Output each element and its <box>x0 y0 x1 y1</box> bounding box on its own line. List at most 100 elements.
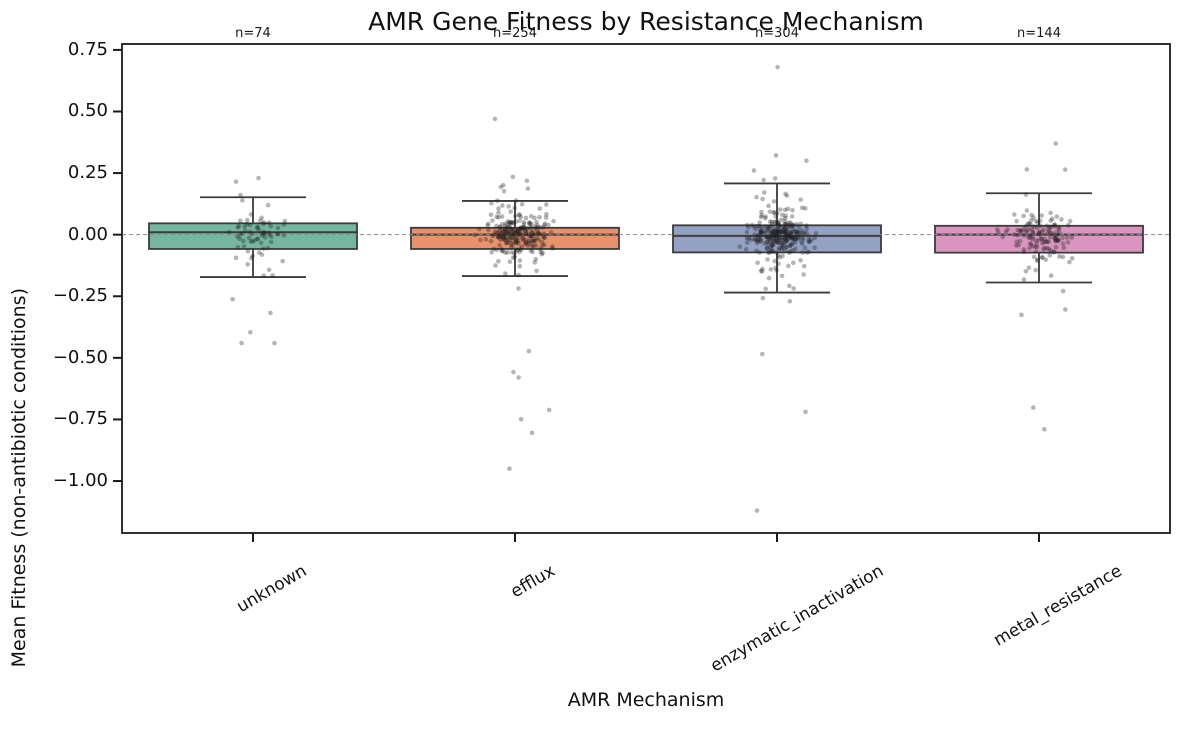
scatter-point <box>247 222 253 228</box>
scatter-point <box>783 230 788 235</box>
scatter-point <box>1046 239 1051 245</box>
scatter-point <box>1039 213 1044 218</box>
scatter-point <box>754 223 759 229</box>
scatter-point <box>1042 426 1047 432</box>
scatter-point <box>1048 210 1053 216</box>
scatter-point <box>755 260 760 266</box>
scatter-point <box>757 250 762 255</box>
scatter-point <box>506 221 512 227</box>
scatter-point <box>523 230 529 236</box>
scatter-point <box>800 250 806 255</box>
scatter-point <box>510 174 516 180</box>
scatter-point <box>496 234 501 239</box>
scatter-point <box>758 229 764 235</box>
scatter-point <box>1023 228 1029 233</box>
scatter-point <box>268 310 273 316</box>
y-tick-label: −0.25 <box>52 285 108 307</box>
scatter-point <box>783 239 789 244</box>
scatter-point <box>1028 221 1033 227</box>
scatter-point <box>766 239 771 245</box>
scatter-point <box>782 240 788 246</box>
scatter-point <box>761 177 766 183</box>
scatter-point <box>793 236 798 242</box>
scatter-point <box>521 226 526 231</box>
scatter-point <box>749 222 755 228</box>
scatter-point <box>768 233 774 238</box>
scatter-point <box>779 230 784 235</box>
scatter-point <box>241 238 246 244</box>
scatter-point <box>804 223 809 228</box>
scatter-point <box>497 242 502 248</box>
scatter-point <box>801 272 806 277</box>
scatter-point <box>786 226 791 231</box>
scatter-point <box>523 239 529 245</box>
scatter-point <box>776 261 781 266</box>
scatter-point <box>268 239 274 245</box>
scatter-point <box>760 196 765 202</box>
scatter-point <box>1003 229 1009 235</box>
scatter-point <box>776 229 781 235</box>
scatter-point <box>767 219 773 224</box>
scatter-point <box>793 240 798 245</box>
scatter-point <box>510 243 516 248</box>
scatter-point <box>1056 238 1061 243</box>
scatter-point <box>499 248 505 254</box>
scatter-point <box>1044 239 1049 244</box>
scatter-point <box>528 235 534 240</box>
scatter-point <box>542 242 547 248</box>
scatter-point <box>746 236 752 241</box>
y-tick-label: 0.00 <box>67 223 108 245</box>
scatter-point <box>1054 233 1060 238</box>
scatter-point <box>806 239 812 245</box>
scatter-point <box>759 209 764 215</box>
scatter-point <box>762 190 767 195</box>
scatter-point <box>755 238 761 244</box>
scatter-point <box>780 253 785 259</box>
scatter-point <box>1023 268 1029 274</box>
scatter-point <box>1064 235 1070 241</box>
scatter-point <box>514 240 519 246</box>
scatter-point <box>804 158 809 164</box>
scatter-point <box>499 231 505 236</box>
scatter-point <box>1038 233 1043 238</box>
scatter-point <box>1067 259 1072 265</box>
scatter-point <box>515 248 520 253</box>
scatter-point <box>533 243 539 248</box>
scatter-point <box>1043 257 1049 262</box>
scatter-point <box>511 231 517 237</box>
scatter-point <box>776 221 782 226</box>
scatter-point <box>274 232 280 237</box>
scatter-point <box>791 222 797 228</box>
scatter-point <box>773 229 779 235</box>
box-unknown <box>148 222 358 250</box>
scatter-point <box>267 232 272 238</box>
scatter-point <box>1045 227 1051 232</box>
scatter-point <box>775 253 781 258</box>
scatter-point <box>496 230 501 235</box>
scatter-point <box>516 231 522 237</box>
scatter-point <box>1030 234 1036 240</box>
scatter-point <box>758 229 764 234</box>
scatter-point <box>527 220 533 226</box>
scatter-point <box>496 206 501 211</box>
scatter-point <box>516 375 521 380</box>
scatter-point <box>1031 224 1037 229</box>
scatter-point <box>518 225 523 231</box>
scatter-point <box>806 249 812 255</box>
box-enzymatic_inactivation <box>672 224 882 254</box>
scatter-point <box>773 234 779 240</box>
scatter-point <box>524 227 529 233</box>
scatter-point <box>534 235 540 241</box>
scatter-point <box>762 230 768 235</box>
scatter-point <box>504 225 510 231</box>
scatter-point <box>1037 223 1043 228</box>
scatter-point <box>1057 230 1062 236</box>
scatter-point <box>784 233 789 239</box>
scatter-point <box>1060 288 1066 294</box>
scatter-point <box>500 229 506 235</box>
scatter-point <box>237 218 243 224</box>
scatter-point <box>797 232 803 238</box>
scatter-point <box>500 226 505 232</box>
scatter-point <box>518 416 524 422</box>
